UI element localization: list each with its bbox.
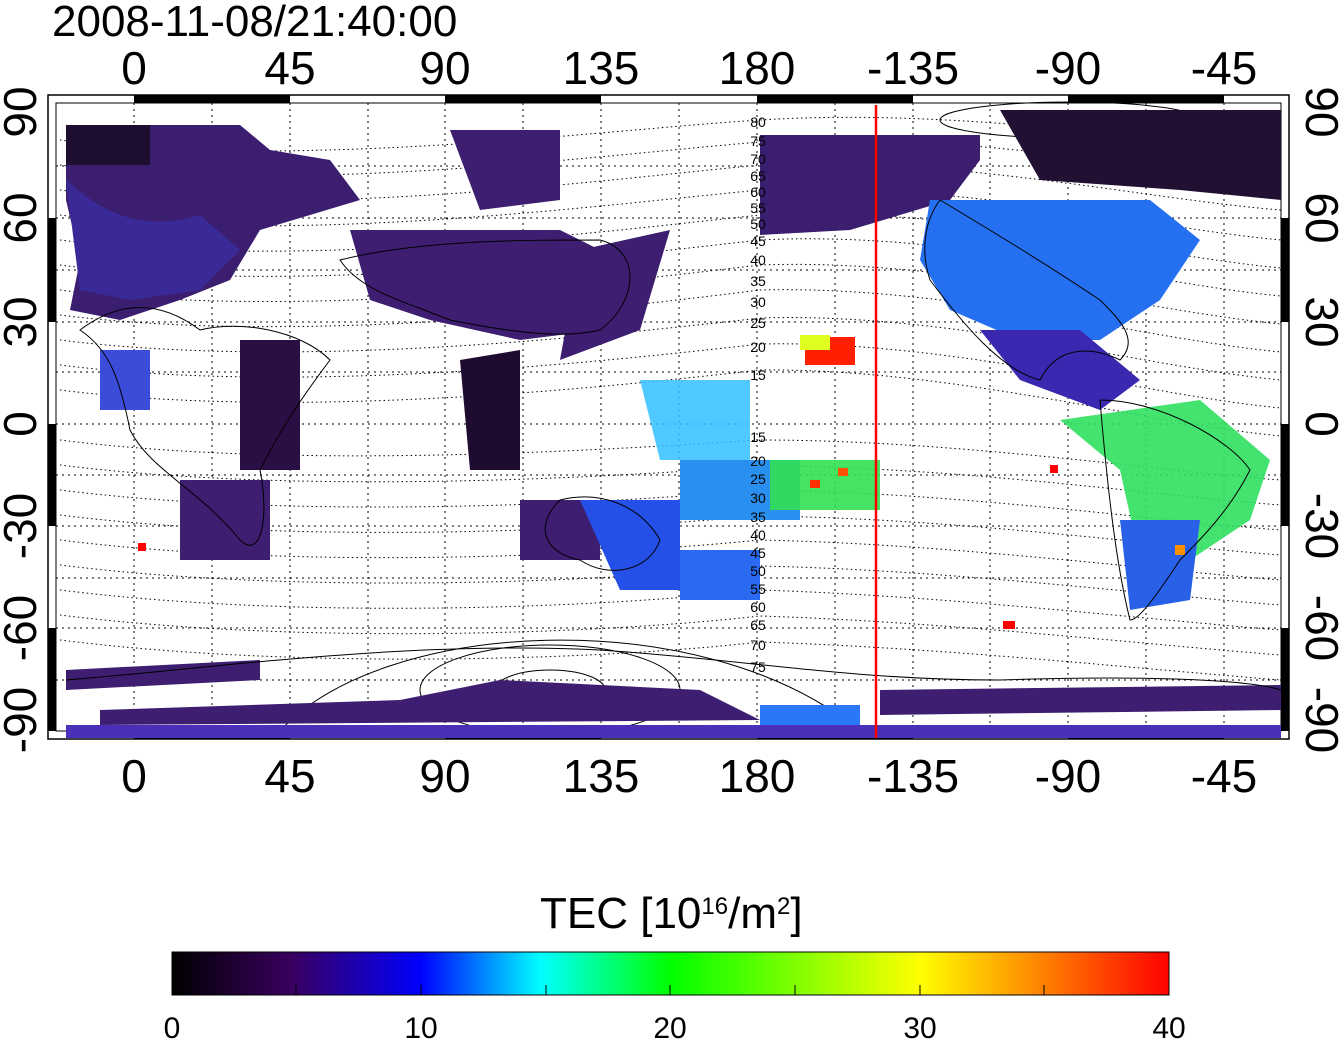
contour-label: 75 — [750, 133, 766, 149]
right-lat-label: -30 — [1296, 493, 1340, 559]
contour-label: 65 — [750, 617, 766, 633]
right-lat-label: 0 — [1296, 411, 1340, 437]
bottom-lon-label: -45 — [1191, 750, 1257, 802]
right-lat-label: 60 — [1296, 192, 1340, 243]
contour-label: 70 — [750, 151, 766, 167]
left-lat-label: -60 — [0, 595, 46, 661]
coastlines — [65, 199, 1282, 691]
bottom-lon-label: 0 — [121, 750, 147, 802]
right-lat-label: 30 — [1296, 296, 1340, 347]
left-lat-label: 90 — [0, 86, 46, 137]
left-lat-label: -90 — [0, 687, 46, 753]
contour-label: 80 — [750, 114, 766, 130]
contour-label: 45 — [750, 233, 766, 249]
contour-label: 40 — [750, 252, 766, 268]
left-lat-label: -30 — [0, 493, 46, 559]
colorbar-tick-label: 10 — [404, 1012, 437, 1042]
top-lon-label: -90 — [1035, 42, 1101, 94]
contour-label: 60 — [750, 599, 766, 615]
contour-label: 60 — [750, 184, 766, 200]
top-lon-label: 0 — [121, 42, 147, 94]
contour-label: 45 — [750, 545, 766, 561]
left-lat-label: 60 — [0, 192, 46, 243]
contour-label: 25 — [750, 315, 766, 331]
top-lon-label: 135 — [563, 42, 640, 94]
right-lat-label: 90 — [1296, 86, 1340, 137]
colorbar-tick-label: 20 — [653, 1012, 686, 1042]
left-lat-label: 0 — [0, 411, 46, 437]
colorbar-tick-label: 40 — [1152, 1012, 1185, 1042]
bottom-lon-label: -135 — [867, 750, 959, 802]
contour-label: 55 — [750, 200, 766, 216]
top-lon-label: 180 — [719, 42, 796, 94]
colorbar-tick-label: 30 — [903, 1012, 936, 1042]
top-lon-label: 90 — [419, 42, 470, 94]
bottom-lon-label: 180 — [719, 750, 796, 802]
contour-label: 65 — [750, 168, 766, 184]
timestamp-title: 2008-11-08/21:40:00 — [52, 0, 457, 46]
contour-label: 40 — [750, 527, 766, 543]
contour-label: 20 — [750, 339, 766, 355]
contour-label: 15 — [750, 429, 766, 445]
colorbar-tick-label: 0 — [164, 1012, 181, 1042]
contour-label: 15 — [750, 367, 766, 383]
colorbar-title: TEC [1016/m2] — [540, 889, 803, 938]
contour-label: 50 — [750, 216, 766, 232]
bottom-lon-label: 135 — [563, 750, 640, 802]
top-lon-label: -135 — [867, 42, 959, 94]
contour-label: 35 — [750, 273, 766, 289]
contour-label: 30 — [750, 294, 766, 310]
contour-label: 35 — [750, 509, 766, 525]
bottom-lon-label: 90 — [419, 750, 470, 802]
contour-label: 75 — [750, 659, 766, 675]
top-lon-label: 45 — [264, 42, 315, 94]
contour-label: 20 — [750, 453, 766, 469]
contour-label: 50 — [750, 563, 766, 579]
bottom-lon-label: 45 — [264, 750, 315, 802]
right-lat-label: -90 — [1296, 687, 1340, 753]
top-lon-label: -45 — [1191, 42, 1257, 94]
contour-label: 70 — [750, 637, 766, 653]
tec-data-overlay — [66, 110, 1281, 738]
left-lat-label: 30 — [0, 296, 46, 347]
right-lat-label: -60 — [1296, 595, 1340, 661]
colorbar-ticks — [295, 985, 1045, 995]
contour-label: 25 — [750, 471, 766, 487]
bottom-lon-label: -90 — [1035, 750, 1101, 802]
contour-label: 55 — [750, 581, 766, 597]
contour-label: 30 — [750, 490, 766, 506]
